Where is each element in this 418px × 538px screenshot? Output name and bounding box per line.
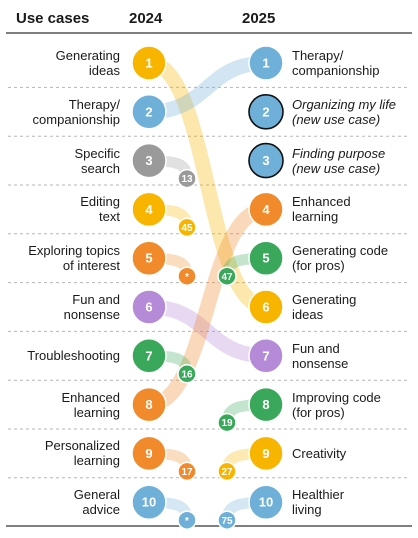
use-case-2024-rank-6: Fun and nonsense bbox=[63, 292, 120, 322]
prior-rank-label: 47 bbox=[221, 272, 233, 283]
use-case-2025-rank-10: Healthier living bbox=[292, 487, 345, 518]
rank-5-2024-circle bbox=[131, 240, 167, 276]
connection-lines bbox=[141, 55, 274, 413]
rank-4-2025-number: 4 bbox=[262, 202, 270, 217]
rank-10-2024-circle bbox=[131, 484, 167, 520]
prior-rank-label: 27 bbox=[221, 467, 233, 478]
prior-rank-label: * bbox=[185, 516, 189, 527]
use-case-2024-rank-2: Therapy/ companionship bbox=[32, 96, 120, 127]
connection-line bbox=[141, 201, 274, 413]
rank-1-2025-number: 1 bbox=[262, 56, 269, 71]
rank-1-2024-circle bbox=[131, 45, 167, 81]
prior-rank-marker bbox=[217, 266, 237, 286]
prior-rank-marker bbox=[177, 364, 197, 384]
rank-5-2024-number: 5 bbox=[145, 251, 152, 266]
rank-4-2024-circle bbox=[131, 191, 167, 228]
prior-rank-label: 45 bbox=[181, 223, 193, 234]
rank-10-2024-number: 10 bbox=[142, 495, 156, 510]
use-case-2025-rank-4: Enhanced learning bbox=[292, 194, 351, 225]
connection-line bbox=[141, 55, 274, 120]
rank-7-2024-circle bbox=[131, 338, 167, 374]
rank-7-2025-number: 7 bbox=[262, 348, 269, 363]
rank-2-2024-number: 2 bbox=[145, 104, 152, 119]
rank-6-2025-circle bbox=[248, 289, 284, 325]
rank-1-2025-circle bbox=[248, 45, 284, 81]
prior-rank-label: * bbox=[185, 272, 189, 283]
rank-3-2025-number: 3 bbox=[262, 153, 269, 168]
use-case-2024-rank-9: Personalized learning bbox=[44, 438, 120, 469]
prior-rank-marker bbox=[217, 510, 237, 530]
rank-1-2024-number: 1 bbox=[145, 56, 152, 71]
rank-9-2025-circle bbox=[248, 435, 284, 472]
rank-8-2025-circle bbox=[248, 386, 284, 423]
rank-4-2024-number: 4 bbox=[145, 202, 153, 217]
use-case-2025-rank-2: Organizing my life (new use case) bbox=[292, 96, 397, 127]
connection-line bbox=[141, 299, 274, 364]
year-2025-header: 2025 bbox=[242, 10, 276, 27]
prior-rank-label: 75 bbox=[221, 516, 233, 527]
prior-rank-label: 19 bbox=[221, 418, 233, 429]
prior-rank-marker bbox=[217, 461, 237, 482]
use-cases-header: Use cases bbox=[16, 10, 90, 27]
rank-3-2025-circle bbox=[248, 142, 284, 179]
use-case-2025-rank-8: Improving code (for pros) bbox=[292, 389, 381, 420]
use-case-2024-rank-1: Generating ideas bbox=[55, 48, 120, 78]
rank-2-2025-circle bbox=[248, 94, 284, 130]
rank-6-2025-number: 6 bbox=[262, 300, 269, 315]
rank-8-2025-number: 8 bbox=[262, 397, 269, 412]
use-case-2025-rank-3: Finding purpose (new use case) bbox=[292, 145, 386, 176]
rank-9-2024-circle bbox=[131, 435, 167, 472]
prior-rank-marker bbox=[177, 266, 197, 286]
prior-rank-marker bbox=[177, 510, 197, 530]
use-case-2025-rank-9: Creativity bbox=[292, 445, 347, 461]
rank-2-2024-circle bbox=[131, 94, 167, 130]
prior-rank-label: 17 bbox=[181, 467, 193, 478]
use-case-2024-rank-7: Troubleshooting bbox=[27, 348, 120, 364]
rank-7-2024-number: 7 bbox=[145, 348, 152, 363]
use-case-2024-rank-3: Specific search bbox=[74, 145, 120, 176]
rank-7-2025-circle bbox=[248, 338, 284, 374]
row-dividers bbox=[6, 32, 412, 527]
prior-rank-marker bbox=[177, 461, 197, 482]
rank-9-2025-number: 9 bbox=[262, 446, 269, 461]
year-2024-header: 2024 bbox=[129, 10, 163, 27]
use-case-2025-rank-1: Therapy/ companionship bbox=[292, 48, 380, 78]
rank-5-2025-circle bbox=[248, 240, 284, 276]
prior-rank-label: 13 bbox=[181, 174, 193, 185]
rank-3-2024-number: 3 bbox=[145, 153, 152, 168]
use-case-2024-rank-10: General advice bbox=[73, 487, 120, 518]
prior-rank-label: 16 bbox=[181, 369, 193, 380]
rank-6-2024-circle bbox=[131, 289, 167, 325]
rank-9-2024-number: 9 bbox=[145, 446, 152, 461]
use-case-2025-rank-6: Generating ideas bbox=[292, 292, 357, 322]
rank-2-2025-number: 2 bbox=[262, 104, 269, 119]
prior-rank-marker bbox=[177, 168, 197, 189]
prior-rank-marker bbox=[217, 412, 237, 433]
use-case-2024-rank-8: Enhanced learning bbox=[61, 389, 120, 420]
use-case-2025-rank-5: Generating code (for pros) bbox=[292, 243, 389, 274]
use-case-2024-rank-5: Exploring topics of interest bbox=[28, 243, 120, 274]
connection-line bbox=[141, 55, 274, 315]
prior-rank-marker bbox=[177, 217, 197, 238]
rank-3-2024-circle bbox=[131, 142, 167, 179]
use-case-2024-rank-4: Editing text bbox=[80, 194, 120, 225]
rank-4-2025-circle bbox=[248, 191, 284, 228]
rank-8-2024-circle bbox=[131, 386, 167, 423]
use-case-2025-rank-7: Fun and nonsense bbox=[292, 340, 349, 371]
rank-5-2025-number: 5 bbox=[262, 251, 269, 266]
rank-10-2025-circle bbox=[248, 484, 284, 520]
rank-8-2024-number: 8 bbox=[145, 397, 152, 412]
rank-6-2024-number: 6 bbox=[145, 300, 152, 315]
rank-10-2025-number: 10 bbox=[259, 495, 273, 510]
